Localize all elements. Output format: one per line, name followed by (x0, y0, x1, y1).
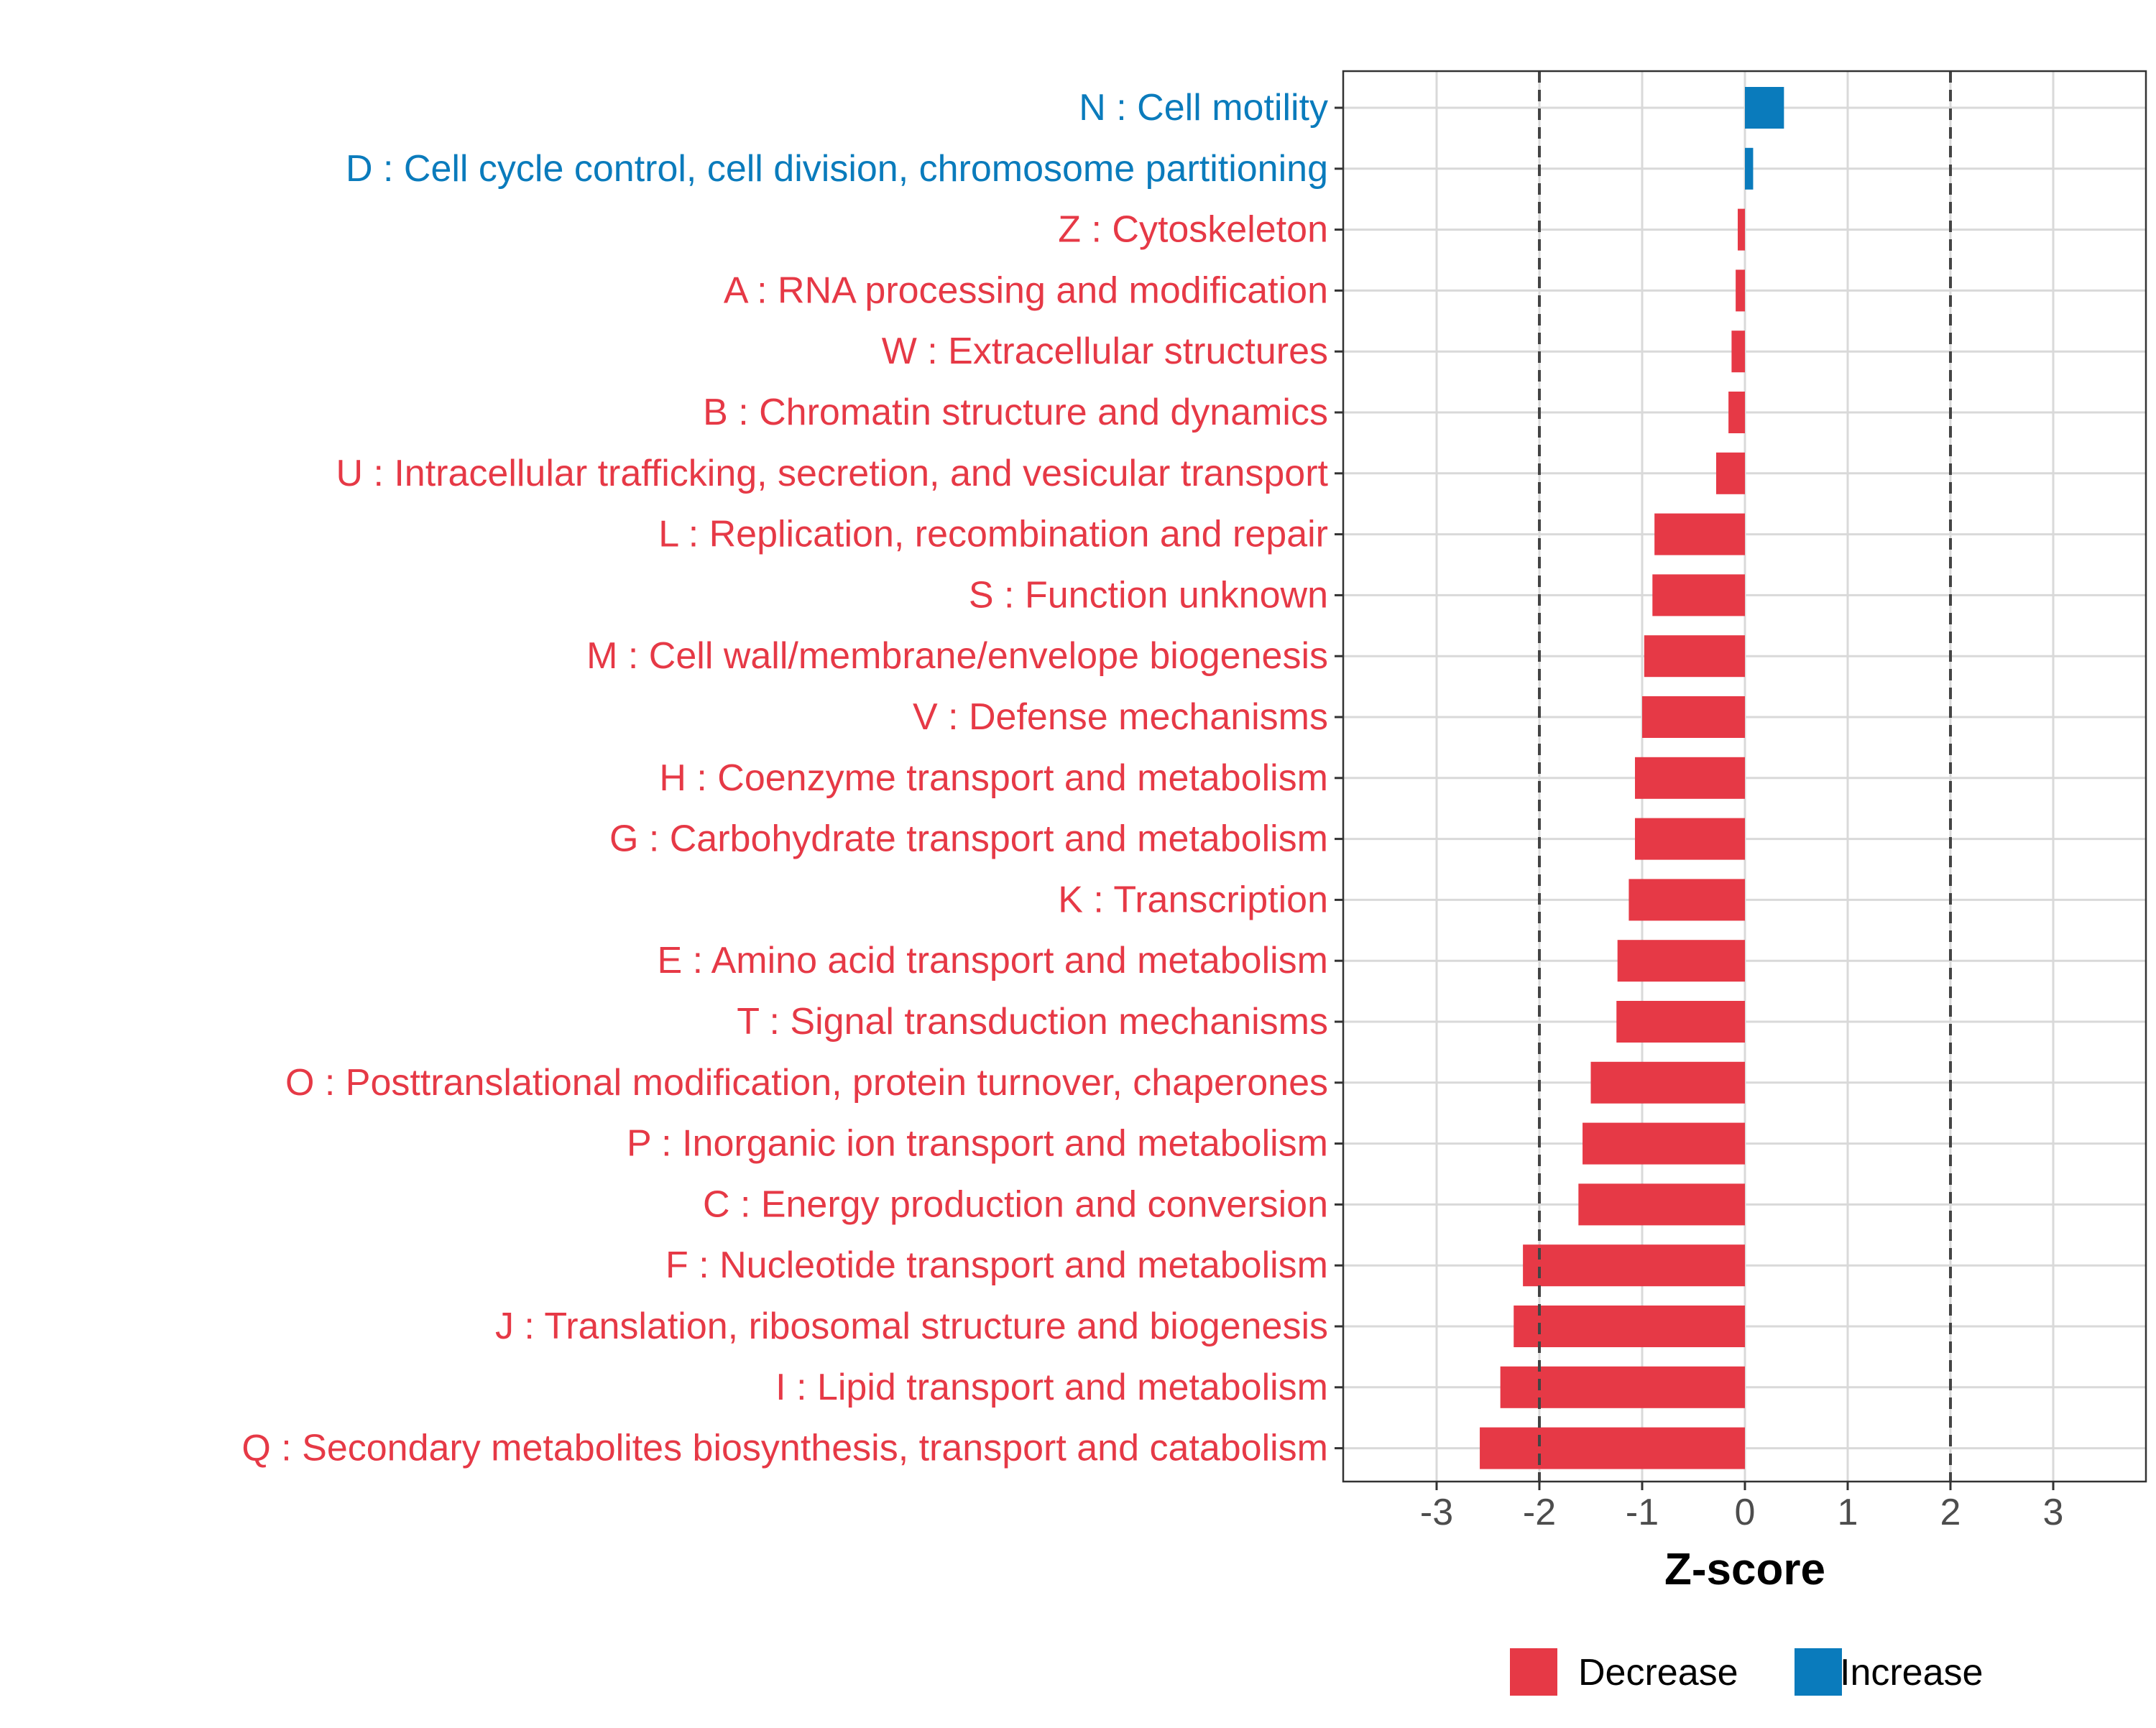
bar (1715, 452, 1745, 494)
bar (1731, 331, 1745, 373)
category-label: B : Chromatin structure and dynamics (703, 392, 1328, 433)
category-label: P : Inorganic ion transport and metaboli… (627, 1123, 1328, 1165)
category-label: A : RNA processing and modification (724, 269, 1328, 311)
legend-swatch (1510, 1648, 1557, 1696)
x-axis-ticks: -3 -2 -1 0 1 2 3 (1420, 1482, 2064, 1533)
category-label: L : Replication, recombination and repai… (658, 514, 1328, 555)
x-tick-label: -2 (1523, 1492, 1556, 1533)
bar (1480, 1427, 1745, 1469)
category-label: Q : Secondary metabolites biosynthesis, … (241, 1428, 1328, 1469)
category-label: V : Defense mechanisms (913, 696, 1328, 738)
bar (1736, 269, 1745, 312)
category-label: S : Function unknown (969, 574, 1328, 616)
category-label: M : Cell wall/membrane/envelope biogenes… (586, 635, 1328, 677)
bar (1500, 1366, 1745, 1408)
bar (1634, 818, 1745, 860)
bar (1644, 635, 1745, 678)
bar (1642, 696, 1745, 738)
legend-label: Decrease (1578, 1652, 1738, 1694)
bars (1480, 87, 1784, 1469)
x-tick-label: 2 (1940, 1492, 1961, 1533)
legend-label: Increase (1840, 1652, 1983, 1694)
bar (1745, 87, 1784, 129)
x-tick-label: 3 (2043, 1492, 2064, 1533)
category-label: Z : Cytoskeleton (1058, 209, 1328, 251)
bar (1590, 1061, 1745, 1104)
bar (1654, 513, 1745, 555)
category-label: F : Nucleotide transport and metabolism (665, 1244, 1328, 1286)
x-tick-label: -3 (1420, 1492, 1453, 1533)
x-tick-label: -1 (1626, 1492, 1659, 1533)
x-axis-title: Z-score (1664, 1545, 1825, 1594)
bar (1745, 147, 1754, 190)
category-label: N : Cell motility (1079, 87, 1328, 129)
bar (1514, 1306, 1745, 1347)
category-label: G : Carbohydrate transport and metabolis… (609, 818, 1328, 860)
bar (1523, 1244, 1745, 1287)
bar (1616, 1001, 1745, 1043)
category-label: K : Transcription (1058, 879, 1328, 920)
reference-lines (1538, 71, 1952, 1482)
bar (1737, 208, 1745, 251)
category-label: U : Intracellular trafficking, secretion… (336, 453, 1328, 494)
legend-swatch (1795, 1648, 1842, 1696)
category-label: W : Extracellular structures (882, 331, 1328, 372)
bar (1652, 574, 1745, 616)
category-label: J : Translation, ribosomal structure and… (495, 1306, 1328, 1347)
x-tick-label: 1 (1838, 1492, 1858, 1533)
bar (1578, 1183, 1745, 1226)
legend: Decrease Increase (1510, 1648, 1983, 1696)
bar (1634, 757, 1745, 799)
category-label: I : Lipid transport and metabolism (775, 1367, 1328, 1408)
bar (1628, 879, 1745, 921)
category-label: T : Signal transduction mechanisms (737, 1001, 1328, 1043)
bar (1583, 1122, 1745, 1165)
category-labels: N : Cell motility D : Cell cycle control,… (241, 87, 1343, 1469)
category-label: H : Coenzyme transport and metabolism (659, 757, 1328, 799)
bar (1728, 392, 1745, 433)
category-label: E : Amino acid transport and metabolism (657, 940, 1328, 981)
category-label: C : Energy production and conversion (703, 1183, 1328, 1225)
category-label: D : Cell cycle control, cell division, c… (346, 148, 1328, 190)
bar (1617, 940, 1745, 982)
x-tick-label: 0 (1735, 1492, 1756, 1533)
category-label: O : Posttranslational modification, prot… (285, 1062, 1328, 1104)
